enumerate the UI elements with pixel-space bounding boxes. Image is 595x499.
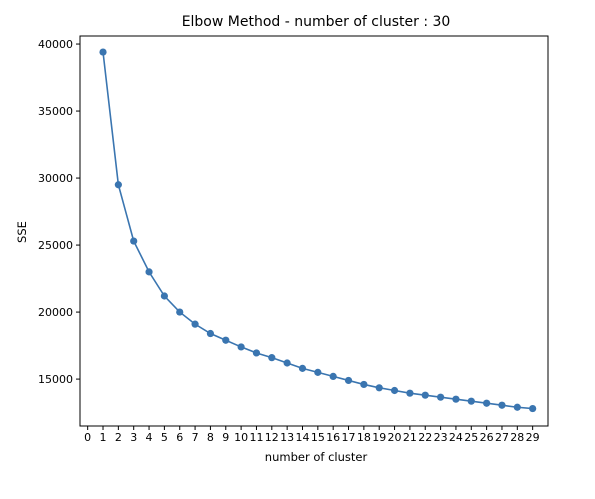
data-point xyxy=(344,376,353,385)
axes: 0 1 2 3 4 5 6 7 8 9 10 11 12 13 14 15 16 17 18 19 20 21 22 23 24… xyxy=(38,35,549,444)
axes-frame xyxy=(79,35,549,427)
data-point xyxy=(222,336,230,344)
chart-title: Elbow Method - number of cluster : 30 xyxy=(182,14,451,30)
data-point xyxy=(483,399,491,407)
data-point xyxy=(191,320,199,328)
x-tick-label: 18 xyxy=(357,431,371,444)
x-tick-label: 12 xyxy=(265,431,279,444)
y-tick-label: 15000 xyxy=(38,373,73,386)
x-tick-label: 3 xyxy=(130,431,137,444)
x-tick-label: 11 xyxy=(249,431,263,444)
x-tick-label: 10 xyxy=(234,431,248,444)
x-tick-label: 2 xyxy=(115,431,122,444)
series-line xyxy=(102,51,533,410)
data-point xyxy=(529,404,537,413)
data-point xyxy=(298,364,307,372)
y-tick-label: 40000 xyxy=(38,38,73,51)
data-point xyxy=(390,386,399,395)
x-tick-label: 19 xyxy=(372,431,386,444)
data-point xyxy=(375,384,383,392)
x-tick-label: 14 xyxy=(295,431,309,444)
x-tick-label: 17 xyxy=(342,431,356,444)
data-point xyxy=(513,403,521,411)
data-point xyxy=(176,308,184,316)
data-point xyxy=(421,391,429,399)
x-tick-label: 16 xyxy=(326,431,340,444)
x-tick-label: 25 xyxy=(464,431,478,444)
x-tick-label: 0 xyxy=(84,431,91,444)
data-point xyxy=(130,237,138,245)
data-point xyxy=(406,389,414,397)
data-point xyxy=(252,349,261,357)
x-tick-label: 5 xyxy=(161,431,168,444)
y-tick-label: 30000 xyxy=(38,172,73,185)
x-tick-label: 15 xyxy=(311,431,325,444)
data-point xyxy=(268,354,276,362)
y-tick-label: 25000 xyxy=(38,239,73,252)
x-tick-label: 27 xyxy=(495,431,509,444)
data-point xyxy=(360,380,368,389)
x-tick-label: 29 xyxy=(526,431,540,444)
data-point xyxy=(283,359,291,367)
data-point xyxy=(329,372,337,381)
x-tick-label: 13 xyxy=(280,431,294,444)
x-tick-label: 4 xyxy=(146,431,153,444)
x-tick-label: 22 xyxy=(418,431,432,444)
x-tick-label: 24 xyxy=(449,431,463,444)
data-point xyxy=(206,329,215,338)
x-tick-label: 6 xyxy=(176,431,183,444)
data-point xyxy=(114,181,122,189)
x-tick-label: 20 xyxy=(388,431,402,444)
x-tick-label: 26 xyxy=(480,431,494,444)
y-axis-label: SSE xyxy=(15,221,29,243)
x-tick-label: 23 xyxy=(434,431,448,444)
data-point xyxy=(237,343,245,351)
data-point xyxy=(467,397,475,405)
x-tick-label: 28 xyxy=(510,431,524,444)
y-tick-label: 20000 xyxy=(38,306,73,319)
data-point xyxy=(160,292,168,300)
data-point xyxy=(452,395,460,403)
x-tick-label: 9 xyxy=(222,431,229,444)
y-tick-label: 35000 xyxy=(38,105,73,118)
x-axis-label: number of cluster xyxy=(265,450,368,464)
data-point xyxy=(314,368,322,376)
plot-area xyxy=(99,48,537,413)
x-tick-label: 1 xyxy=(100,431,107,444)
data-point xyxy=(145,268,153,276)
data-point xyxy=(99,48,107,56)
x-tick-label: 21 xyxy=(403,431,417,444)
x-tick-label: 7 xyxy=(192,431,199,444)
x-tick-label: 8 xyxy=(207,431,214,444)
data-point xyxy=(498,401,506,409)
data-point xyxy=(436,393,445,401)
